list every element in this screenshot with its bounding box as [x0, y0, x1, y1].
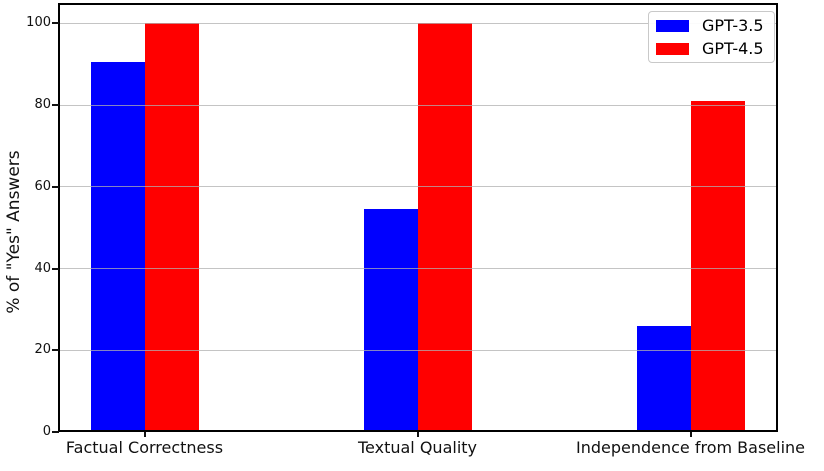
gridline-60 — [59, 186, 778, 188]
x-tick-label-independence-from-baseline: Independence from Baseline — [575, 438, 806, 457]
y-tick-label-20: 20 — [34, 342, 51, 358]
legend-label-gpt-3-5: GPT-3.5 — [702, 15, 764, 35]
y-tick-mark-40 — [52, 267, 59, 270]
y-tick-mark-60 — [52, 185, 59, 188]
y-axis-title: % of "Yes" Answers — [4, 150, 24, 314]
axis-spine-right — [776, 3, 778, 432]
axis-spine-bottom — [58, 430, 778, 432]
y-tick-mark-80 — [52, 104, 59, 107]
y-tick-label-100: 100 — [26, 15, 51, 31]
bar-gpt-4-5-factual-correctness — [144, 23, 199, 432]
y-tick-mark-100 — [52, 22, 59, 25]
gridline-40 — [59, 268, 778, 270]
legend-swatch-gpt-4-5-icon — [656, 42, 689, 55]
axis-spine-top — [58, 3, 778, 5]
legend-item-gpt-3-5: GPT-3.5 — [649, 14, 774, 37]
plot-area — [59, 3, 778, 432]
y-tick-label-60: 60 — [34, 178, 51, 194]
gridline-80 — [59, 104, 778, 106]
bar-gpt-4-5-textual-quality — [417, 23, 472, 432]
y-tick-mark-20 — [52, 349, 59, 352]
bar-gpt-4-5-independence-from-baseline — [690, 101, 745, 432]
x-tick-label-factual-correctness: Factual Correctness — [65, 438, 224, 457]
legend-swatch-gpt-3-5-icon — [656, 19, 689, 32]
x-tick-mark-textual-quality — [416, 432, 419, 437]
bar-gpt-3-5-textual-quality — [363, 209, 418, 432]
legend-item-gpt-4-5: GPT-4.5 — [649, 37, 774, 60]
bar-gpt-3-5-independence-from-baseline — [636, 325, 691, 432]
x-tick-mark-independence-from-baseline — [689, 432, 692, 437]
x-tick-mark-factual-correctness — [143, 432, 146, 437]
y-tick-label-0: 0 — [42, 424, 51, 439]
gridline-20 — [59, 349, 778, 351]
y-tick-label-80: 80 — [34, 97, 51, 113]
bar-gpt-3-5-factual-correctness — [90, 62, 145, 432]
axis-spine-left — [58, 3, 60, 432]
gridline-100 — [59, 22, 778, 24]
y-tick-label-40: 40 — [34, 260, 51, 276]
legend-label-gpt-4-5: GPT-4.5 — [702, 38, 764, 58]
legend: GPT-3.5 GPT-4.5 — [648, 11, 775, 63]
y-tick-mark-0 — [52, 431, 59, 433]
x-tick-label-textual-quality: Textual Quality — [357, 438, 478, 457]
